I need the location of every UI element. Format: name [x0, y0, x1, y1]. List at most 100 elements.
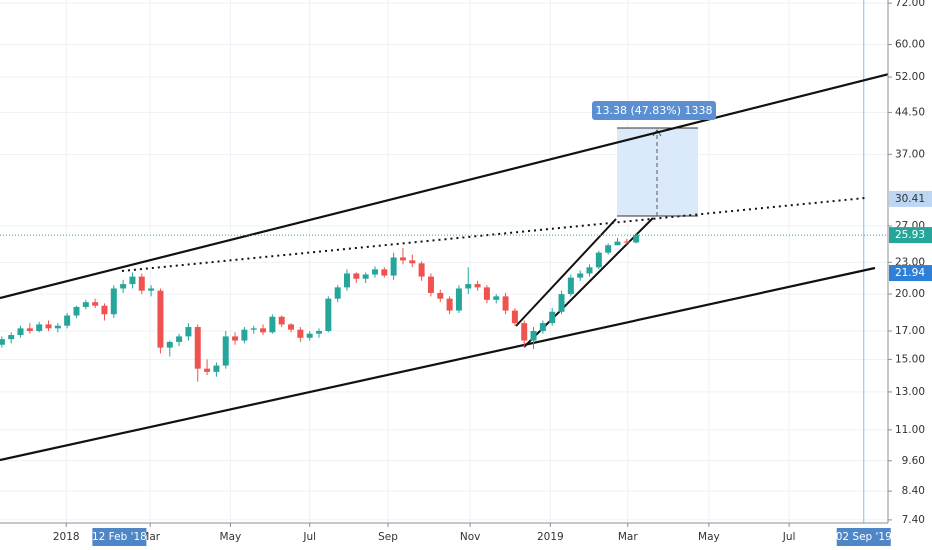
y-tick-label: 9.60	[902, 455, 925, 467]
candle-body	[185, 327, 192, 337]
candle-body	[26, 328, 33, 331]
x-tick-label: 2019	[537, 531, 564, 543]
candle-body	[558, 294, 565, 312]
candle-body	[633, 235, 640, 243]
price-marker-bg	[889, 265, 932, 282]
x-marker-label: 02 Sep '19	[836, 531, 892, 543]
y-tick-label: 13.00	[895, 386, 925, 398]
candle-body	[92, 302, 99, 306]
measure-label: 13.38 (47.83%) 1338	[595, 104, 712, 117]
candle-body	[418, 263, 425, 277]
x-axis-area	[0, 523, 932, 550]
candle-body	[586, 267, 593, 274]
candle-body	[399, 257, 406, 261]
candle-body	[614, 241, 621, 246]
candle-body	[176, 336, 183, 342]
lower-channel-line	[0, 266, 876, 462]
candle-body	[493, 296, 500, 300]
x-marker-label: 12 Feb '18	[92, 531, 147, 543]
candle-body	[288, 324, 295, 330]
y-tick-label: 72.00	[895, 0, 925, 9]
candle-body	[362, 274, 369, 279]
drawings	[0, 71, 894, 462]
candle-body	[409, 260, 416, 264]
y-tick-label: 8.40	[902, 485, 925, 497]
candle-body	[73, 306, 80, 316]
x-tick-label: May	[698, 531, 720, 543]
y-tick-label: 11.00	[895, 424, 925, 436]
candle-body	[595, 252, 602, 268]
candle-body	[577, 273, 584, 278]
short-channel-upper	[515, 218, 617, 327]
candle-body	[530, 330, 537, 341]
candle-body	[8, 335, 15, 340]
x-marker-bg	[92, 528, 147, 546]
x-tick-label: Jul	[782, 531, 796, 543]
y-tick-label: 52.00	[895, 71, 925, 83]
candle-body	[101, 305, 108, 315]
candle-body	[502, 296, 509, 311]
candle-body	[567, 277, 574, 295]
candle-body	[390, 257, 397, 276]
y-tick-label: 37.00	[895, 148, 925, 160]
candle-body	[250, 328, 257, 330]
candle-body	[36, 324, 43, 331]
candle-body	[82, 302, 89, 307]
upper-channel-line	[0, 71, 894, 300]
y-tick-label: 20.00	[895, 288, 925, 300]
candle-body	[334, 287, 341, 299]
candle-body	[0, 339, 5, 345]
candle-body	[316, 330, 323, 334]
axes: 72.0060.0052.0044.5037.0027.0023.0020.00…	[53, 0, 932, 546]
candle-body	[64, 315, 71, 326]
x-tick-label: May	[220, 531, 242, 543]
y-tick-label: 7.40	[902, 514, 925, 526]
candle-body	[623, 241, 630, 243]
candle-body	[241, 329, 248, 341]
candle-body	[54, 325, 61, 329]
x-tick-label: Jul	[302, 531, 316, 543]
candle-body	[297, 329, 304, 338]
candle-body	[148, 288, 155, 291]
price-marker-bg	[889, 190, 932, 207]
price-marker-label: 25.93	[895, 229, 925, 241]
price-marker-bg	[889, 227, 932, 244]
candle-body	[455, 288, 462, 311]
candle-body	[371, 269, 378, 275]
candle-body	[521, 323, 528, 341]
candle-body	[446, 298, 453, 311]
candle-body	[306, 333, 313, 338]
candle-body	[204, 368, 211, 372]
candle-body	[45, 324, 52, 329]
candle-body	[539, 323, 546, 331]
candle-body	[157, 290, 164, 348]
candle-body	[605, 245, 612, 253]
candle-body	[222, 336, 229, 366]
candle-body	[213, 365, 220, 372]
candle-body	[325, 298, 332, 331]
candle-body	[166, 341, 173, 348]
candle-body	[511, 310, 518, 324]
candle-body	[549, 311, 556, 324]
x-marker-bg	[836, 528, 891, 546]
candle-body	[120, 284, 127, 289]
dotted-trend-line	[121, 197, 866, 272]
measure-label-bg	[592, 101, 716, 120]
x-tick-label: Mar	[618, 531, 638, 543]
price-marker-label: 21.94	[895, 267, 925, 279]
candle-body	[381, 269, 388, 276]
candle-body	[194, 327, 201, 369]
candle-body	[260, 328, 267, 333]
candle-body	[138, 276, 145, 291]
candle-body	[427, 276, 434, 293]
candle-body	[483, 287, 490, 300]
y-tick-label: 15.00	[895, 353, 925, 365]
candle-body	[278, 316, 285, 325]
price-marker-label: 30.41	[895, 193, 925, 205]
y-tick-label: 44.50	[895, 106, 925, 118]
candle-body	[465, 284, 472, 289]
candle-body	[269, 316, 276, 333]
x-tick-label: 2018	[53, 531, 80, 543]
candle-body	[129, 276, 136, 285]
